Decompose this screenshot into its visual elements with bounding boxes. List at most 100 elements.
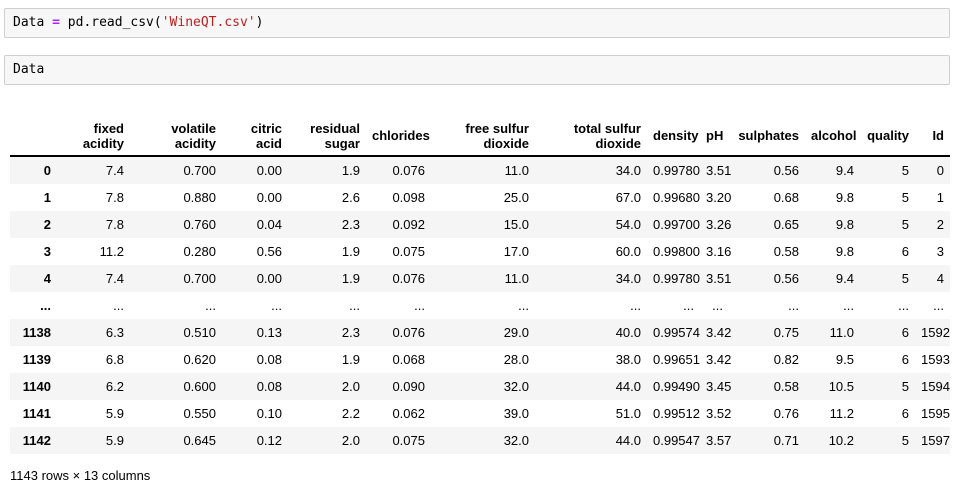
row-index: 3 xyxy=(43,244,51,260)
code-token-plain: pd.read_csv( xyxy=(59,15,162,30)
table-cell: 44.0 xyxy=(615,379,641,395)
table-cell: 0.99547 xyxy=(653,433,700,449)
table-cell: 0.076 xyxy=(392,271,425,287)
table-cell: 0.82 xyxy=(773,352,799,368)
dataframe-table: fixed acidity volatile acidity citric acid… xyxy=(10,118,950,455)
column-header: residual sugar xyxy=(288,118,366,158)
table-row: 1 7.8 0.880 0.00 2.6 0.098 25.0 67.0 0.99680 3.20… xyxy=(10,184,950,212)
table-cell: 0 xyxy=(936,163,944,179)
code-token-op: = xyxy=(52,15,60,30)
column-header: citric acid xyxy=(222,118,288,158)
table-cell: 0.076 xyxy=(392,325,425,341)
table-cell: 1593 xyxy=(921,352,950,368)
table-cell: 4 xyxy=(936,271,944,287)
table-cell: 0.092 xyxy=(392,217,425,233)
table-cell: 0.58 xyxy=(773,379,799,395)
code-token-plain: Data xyxy=(13,15,53,30)
code-cell-display-data[interactable]: Data xyxy=(4,55,950,85)
table-cell: 0.062 xyxy=(392,406,425,422)
table-row: 1139 6.8 0.620 0.08 1.9 0.068 28.0 38.0 0.99651 3… xyxy=(10,346,950,374)
table-cell: 0.56 xyxy=(773,163,799,179)
table-cell: 9.8 xyxy=(835,244,854,260)
table-cell: 0.13 xyxy=(256,325,282,341)
table-cell: 32.0 xyxy=(503,433,529,449)
column-header: total sulfur dioxide xyxy=(535,118,647,158)
table-cell: 67.0 xyxy=(615,190,641,206)
dataframe-header-row: fixed acidity volatile acidity citric acid… xyxy=(10,118,950,158)
table-cell: 0.99512 xyxy=(653,406,700,422)
table-cell: 0.076 xyxy=(392,163,425,179)
table-cell: 0.75 xyxy=(773,325,799,341)
table-cell: ... xyxy=(113,298,124,314)
table-cell: ... xyxy=(788,298,799,314)
table-cell: ... xyxy=(518,298,529,314)
table-cell: 9.5 xyxy=(835,352,854,368)
table-cell: 5 xyxy=(901,163,909,179)
table-cell: 2.3 xyxy=(341,217,360,233)
table-cell: 6 xyxy=(901,406,909,422)
table-cell: 11.0 xyxy=(504,271,529,287)
column-header: alcohol xyxy=(805,118,860,158)
column-header: pH xyxy=(700,118,729,158)
table-cell: 0.00 xyxy=(256,163,282,179)
table-cell: 11.2 xyxy=(99,244,124,260)
column-header: quality xyxy=(860,118,915,158)
table-cell: 9.8 xyxy=(835,217,854,233)
table-cell: 0.00 xyxy=(256,271,282,287)
code-input-read-csv[interactable]: Data = pd.read_csv('WineQT.csv') xyxy=(13,15,941,31)
table-cell: 0.510 xyxy=(183,325,216,341)
code-cell-read-csv[interactable]: Data = pd.read_csv('WineQT.csv') xyxy=(4,8,950,38)
table-row: 1141 5.9 0.550 0.10 2.2 0.062 39.0 51.0 0.99512 3… xyxy=(10,400,950,428)
table-cell: 2.3 xyxy=(341,325,360,341)
index-column-header xyxy=(10,118,57,158)
column-header: Id xyxy=(915,118,950,158)
table-cell: 0.10 xyxy=(256,406,282,422)
table-cell: 0.99574 xyxy=(653,325,700,341)
table-cell: 0.600 xyxy=(183,379,216,395)
table-cell: 3.51 xyxy=(706,163,732,179)
table-cell: 0.12 xyxy=(256,433,282,449)
table-cell: 0.56 xyxy=(256,244,282,260)
table-cell: 6.2 xyxy=(105,379,124,395)
table-row: 1142 5.9 0.645 0.12 2.0 0.075 32.0 44.0 0.99547 3… xyxy=(10,427,950,455)
table-cell: 17.0 xyxy=(503,244,529,260)
table-cell: 1592 xyxy=(921,325,950,341)
table-cell: ... xyxy=(683,298,694,314)
table-cell: 10.5 xyxy=(828,379,854,395)
table-cell: 1.9 xyxy=(341,244,360,260)
table-cell: 0.68 xyxy=(773,190,799,206)
code-input-display-data[interactable]: Data xyxy=(13,62,941,78)
column-header: density xyxy=(647,118,700,158)
table-cell: 51.0 xyxy=(615,406,641,422)
table-cell: 0.550 xyxy=(183,406,216,422)
row-index: 1139 xyxy=(22,352,51,368)
table-cell: 0.08 xyxy=(256,379,282,395)
table-cell: 0.090 xyxy=(392,379,425,395)
code-token-plain: Data xyxy=(13,62,45,77)
table-cell: 1 xyxy=(936,190,944,206)
table-cell: 0.068 xyxy=(392,352,425,368)
table-cell: 3.45 xyxy=(706,379,732,395)
table-cell: 0.645 xyxy=(183,433,216,449)
table-cell: 0.880 xyxy=(183,190,216,206)
table-cell: 0.58 xyxy=(773,244,799,260)
table-cell: 0.56 xyxy=(773,271,799,287)
code-token-plain: ) xyxy=(255,15,264,30)
table-cell: 0.08 xyxy=(256,352,282,368)
table-cell: 3.16 xyxy=(706,244,732,260)
table-cell: 15.0 xyxy=(503,217,529,233)
row-index: 1141 xyxy=(22,406,51,422)
table-row: 3 11.2 0.280 0.56 1.9 0.075 17.0 60.0 0.99800 3.1… xyxy=(10,238,950,266)
table-cell: 0.700 xyxy=(183,271,216,287)
table-cell: ... xyxy=(712,298,723,314)
table-cell: 6 xyxy=(901,325,909,341)
row-index: 1138 xyxy=(22,325,51,341)
table-cell: 6 xyxy=(901,352,909,368)
row-index: 1 xyxy=(43,190,51,206)
table-cell: 7.8 xyxy=(105,217,124,233)
dataframe-dimensions: 1143 rows × 13 columns xyxy=(10,468,151,484)
table-cell: ... xyxy=(898,298,909,314)
row-index: 2 xyxy=(43,217,51,233)
table-row: 1138 6.3 0.510 0.13 2.3 0.076 29.0 40.0 0.99574 3… xyxy=(10,319,950,347)
table-row: ........................................… xyxy=(10,292,950,320)
